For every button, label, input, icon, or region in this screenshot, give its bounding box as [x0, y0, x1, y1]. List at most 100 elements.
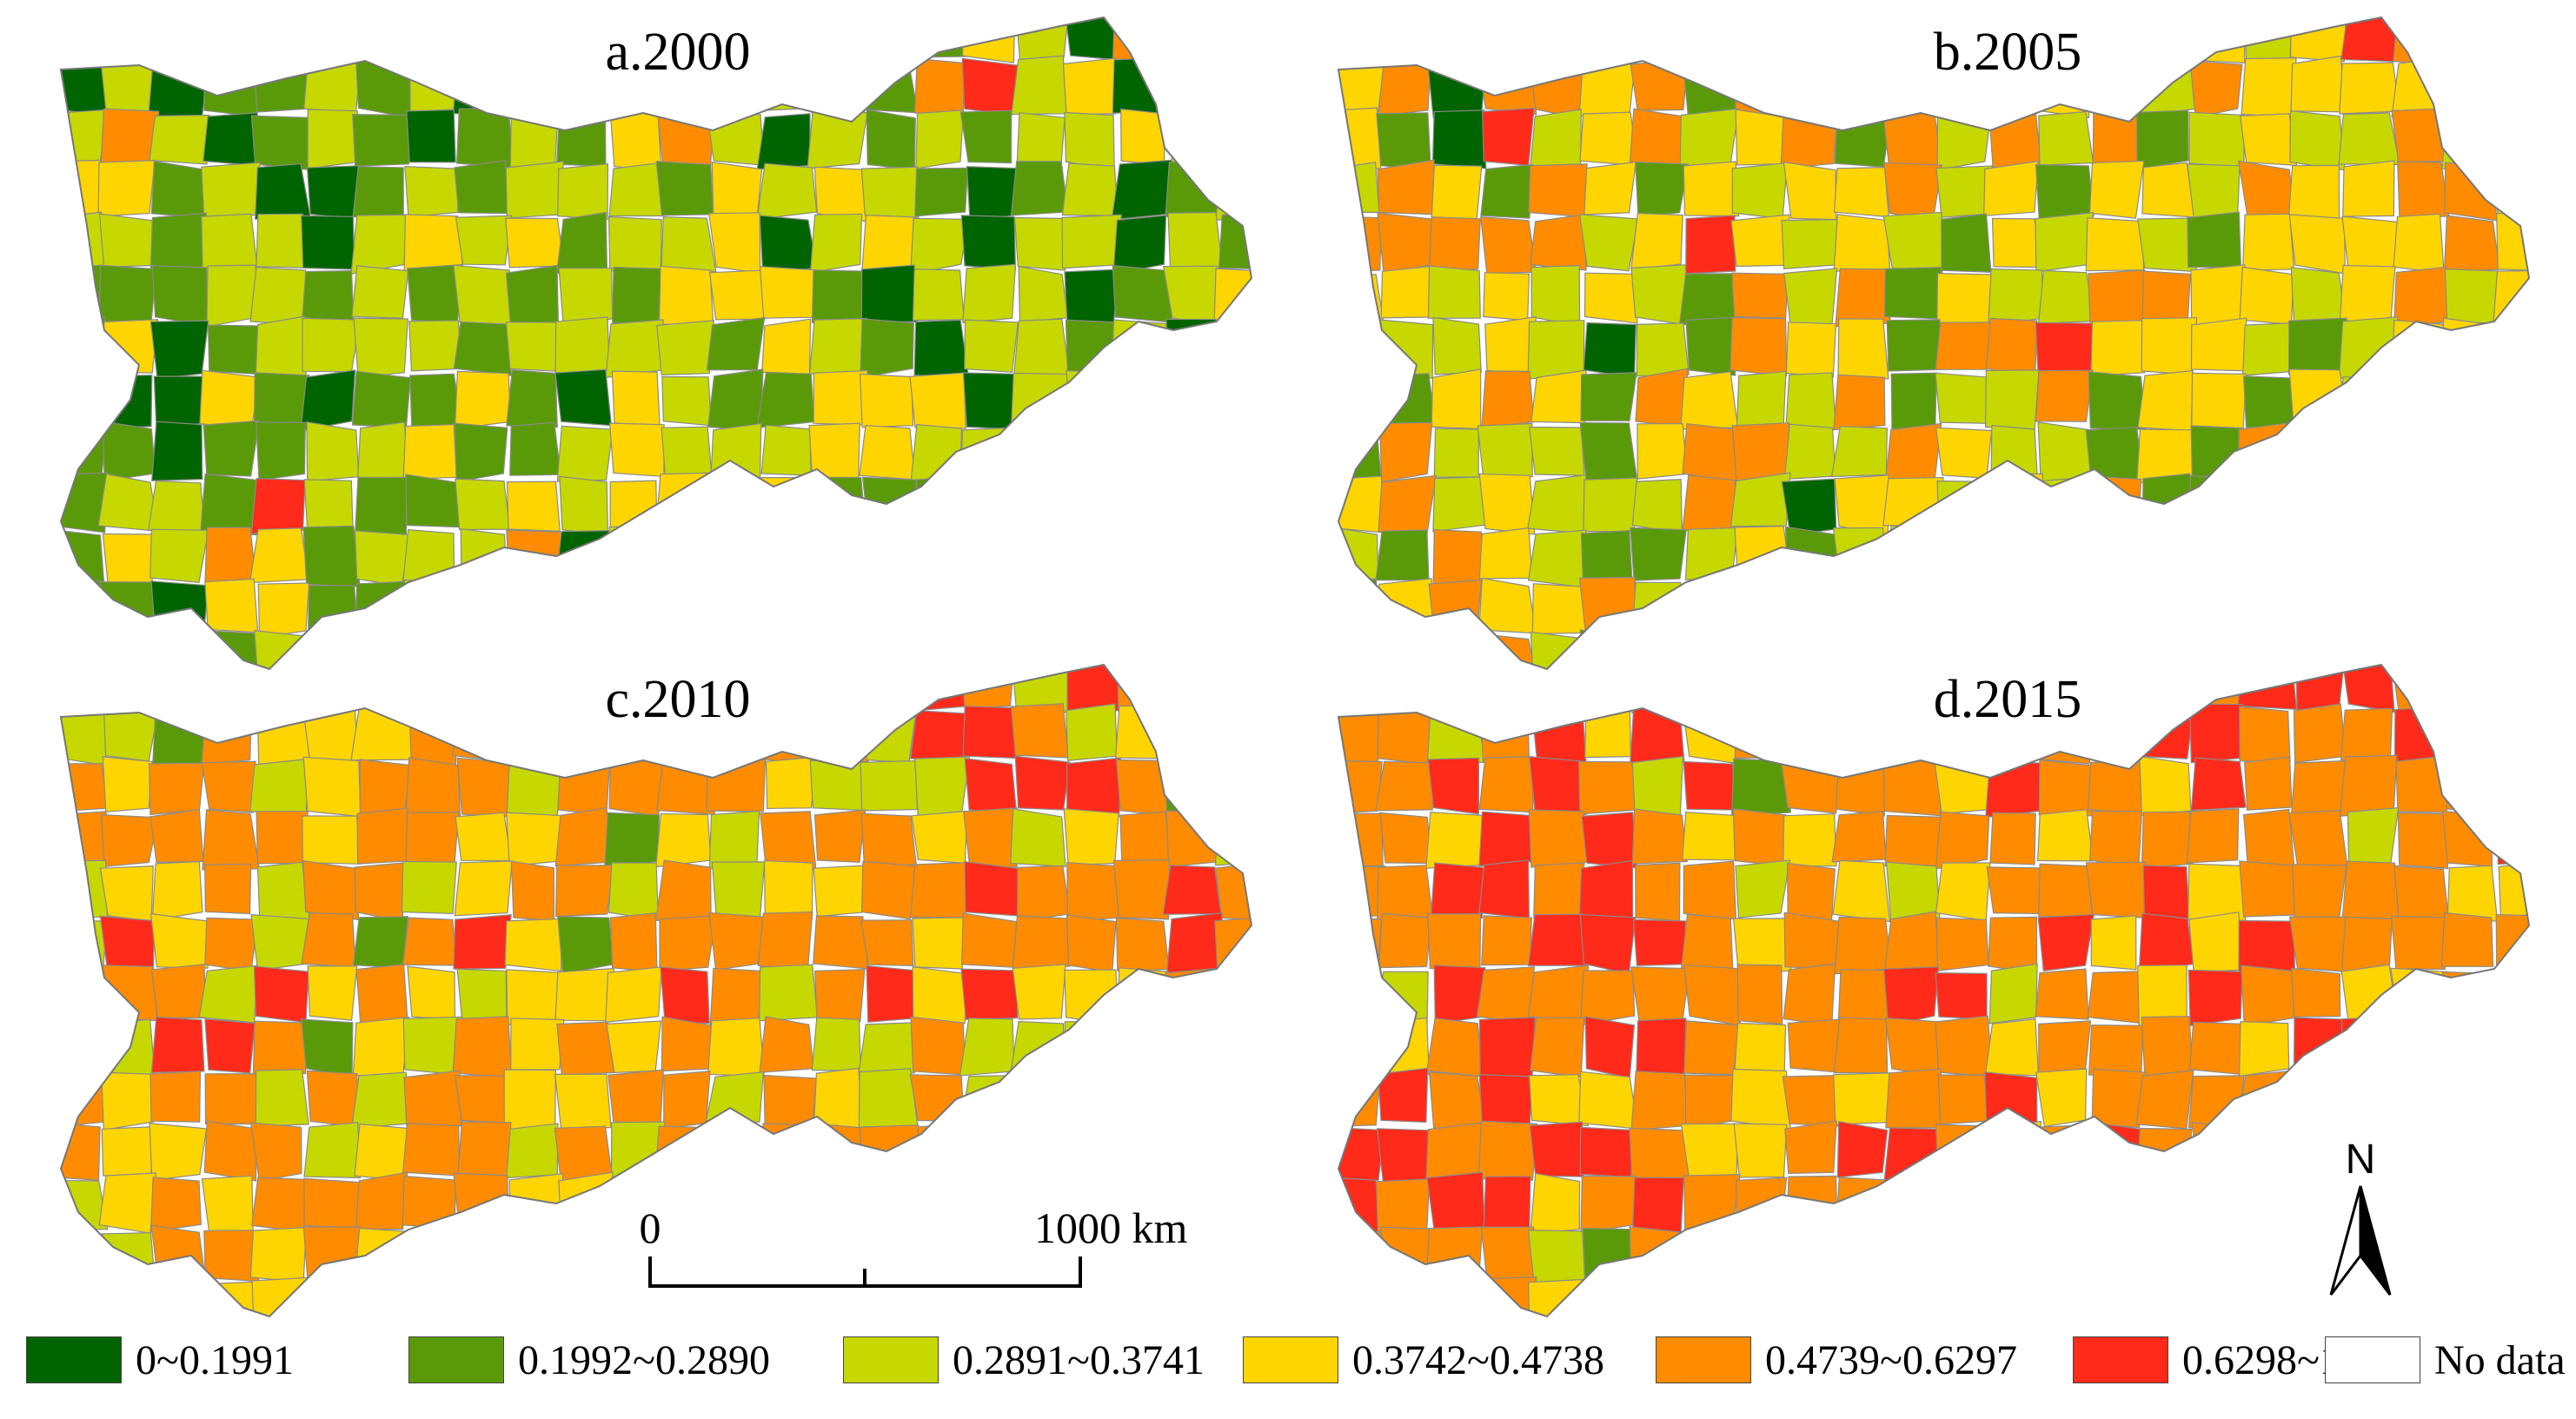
map-region-cell — [2339, 62, 2400, 115]
map-region-cell — [2188, 1228, 2248, 1283]
map-region-cell — [459, 17, 514, 67]
map-region-cell — [1733, 1123, 1788, 1178]
map-region-cell — [2492, 1227, 2529, 1285]
map-region-cell — [2136, 1127, 2193, 1184]
map-region-cell — [559, 475, 609, 535]
map-region-cell — [1781, 218, 1842, 269]
map-region-cell — [756, 162, 818, 220]
map-region-cell — [1338, 475, 1385, 534]
map-region-cell — [1984, 1071, 2038, 1130]
map-region-cell — [460, 631, 511, 669]
map-region-cell — [355, 1171, 408, 1230]
map-region-cell — [2342, 160, 2395, 217]
map-region-cell — [1882, 524, 1936, 587]
map-region-cell — [1786, 1175, 1838, 1233]
map-region-cell — [2293, 703, 2347, 764]
map-region-cell — [1377, 1276, 1436, 1316]
map-region-cell — [98, 1172, 156, 1234]
map-region-cell — [1882, 1283, 1942, 1316]
map-region-cell — [407, 965, 456, 1020]
map-region-cell — [454, 860, 513, 917]
map-region-cell — [762, 580, 818, 636]
map-region-cell — [1528, 809, 1588, 868]
map-region-cell — [1117, 1281, 1172, 1316]
map-region-cell — [2086, 576, 2144, 637]
map-region-cell — [2239, 1177, 2296, 1233]
map-region-cell — [1117, 967, 1170, 1022]
map-region-cell — [1680, 1123, 1739, 1183]
map-region-cell — [960, 665, 1015, 709]
map-region-cell — [453, 321, 512, 376]
map-region-cell — [1380, 265, 1437, 319]
region-outline — [1337, 663, 2531, 1318]
map-region-cell — [1579, 629, 1640, 669]
map-region-cell — [1338, 526, 1379, 583]
map-region-cell — [1630, 57, 1689, 111]
map-region-cell — [707, 368, 764, 432]
map-region-cell — [350, 214, 408, 275]
map-region-cell — [1378, 1067, 1429, 1124]
map-region-cell — [1530, 214, 1587, 271]
map-region-cell — [706, 1281, 767, 1316]
map-region-cell — [99, 865, 154, 922]
map-region-cell — [1112, 579, 1170, 638]
map-region-cell — [1064, 17, 1122, 61]
map-region-cell — [149, 212, 209, 275]
map-region-cell — [1375, 633, 1428, 669]
map-region-cell — [759, 17, 817, 63]
map-region-cell — [1118, 530, 1173, 587]
map-region-cell — [808, 1122, 867, 1175]
map-region-cell — [760, 811, 817, 871]
map-region-cell — [2338, 112, 2400, 166]
map-region-cell — [710, 1125, 766, 1178]
map-region-cell — [153, 375, 206, 430]
map-region-cell — [354, 530, 411, 587]
map-region-cell — [1985, 760, 2042, 819]
map-region-cell — [2442, 368, 2499, 428]
map-region-cell — [1630, 629, 1689, 669]
map-region-cell — [663, 1071, 711, 1130]
map-region-cell — [2188, 969, 2243, 1027]
map-region-cell — [357, 633, 409, 669]
map-region-cell — [149, 1071, 202, 1123]
map-region-cell — [554, 967, 615, 1022]
map-region-cell — [249, 266, 310, 325]
map-region-cell — [2241, 965, 2299, 1027]
map-region-cell — [2239, 706, 2291, 763]
map-region-cell — [2091, 629, 2145, 669]
map-region-cell — [1834, 474, 1890, 536]
map-region-cell — [1378, 421, 1433, 483]
map-region-cell — [1730, 214, 1790, 268]
map-region-cell — [1482, 107, 1535, 167]
map-region-cell — [1338, 759, 1383, 815]
map-region-cell — [1736, 1227, 1784, 1283]
map-panel-2005: b.2005 — [1337, 16, 2531, 671]
map-region-cell — [812, 1226, 869, 1287]
map-region-cell — [708, 810, 760, 869]
map-region-cell — [401, 860, 457, 915]
map-region-cell — [2141, 1225, 2195, 1284]
map-region-cell — [1631, 478, 1683, 534]
map-region-cell — [1427, 912, 1482, 971]
map-region-cell — [2035, 1068, 2088, 1127]
map-region-cell — [1730, 472, 1791, 527]
map-region-cell — [1064, 969, 1119, 1027]
map-region-cell — [1164, 706, 1221, 760]
map-region-cell — [1012, 964, 1066, 1020]
map-region-cell — [150, 1279, 209, 1316]
map-region-cell — [249, 1226, 307, 1283]
map-region-cell — [759, 1016, 814, 1073]
map-region-cell — [556, 703, 614, 766]
map-region-cell — [2340, 17, 2398, 63]
map-region-cell — [1215, 860, 1251, 921]
map-region-cell — [2391, 424, 2447, 480]
map-region-cell — [2290, 267, 2347, 324]
map-region-cell — [2243, 756, 2293, 811]
map-region-cell — [609, 480, 658, 534]
map-region-cell — [1376, 112, 1431, 171]
legend-swatch — [2325, 1336, 2420, 1383]
map-region-cell — [408, 1276, 457, 1316]
legend-item: 0.3742~0.4738 — [1243, 1329, 1604, 1390]
map-region-cell — [1426, 56, 1488, 119]
map-region-cell — [61, 859, 109, 921]
